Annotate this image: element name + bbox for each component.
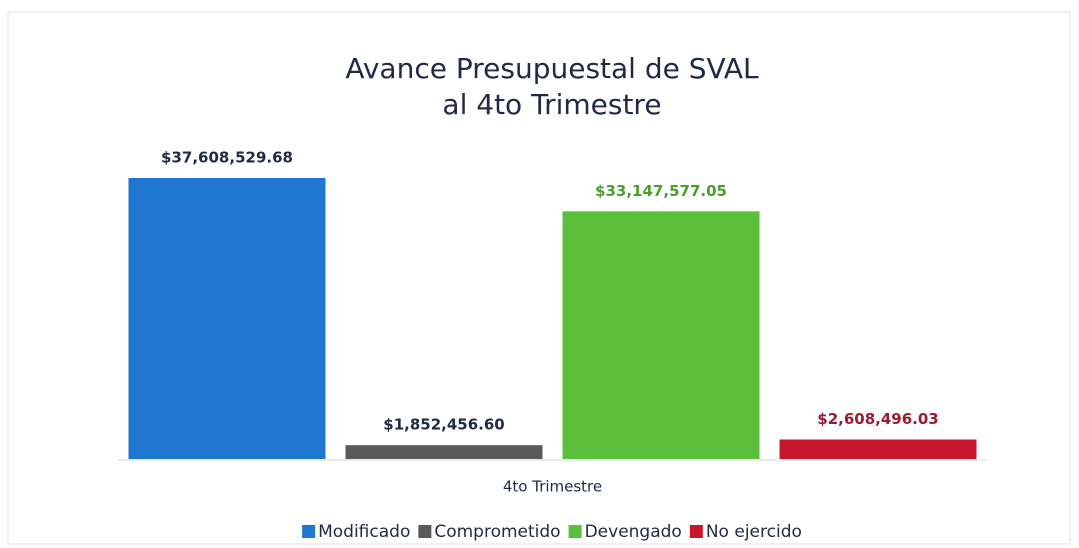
legend-label: Modificado bbox=[318, 522, 410, 542]
legend-swatch bbox=[689, 525, 703, 538]
bar bbox=[128, 178, 326, 459]
legend-label: Comprometido bbox=[434, 522, 560, 542]
legend-swatch bbox=[302, 525, 316, 538]
legend-swatch bbox=[418, 525, 432, 538]
bar bbox=[345, 445, 543, 459]
data-label: $2,608,496.03 bbox=[817, 410, 938, 428]
bar bbox=[562, 211, 760, 459]
data-label: $37,608,529.68 bbox=[161, 149, 293, 167]
legend-label: No ejercido bbox=[706, 522, 802, 542]
bar bbox=[779, 439, 977, 459]
data-label: $1,852,456.60 bbox=[383, 416, 504, 434]
chart-title: Avance Presupuestal de SVAL bbox=[345, 52, 759, 85]
x-tick-label: 4to Trimestre bbox=[503, 478, 602, 496]
legend-swatch bbox=[568, 525, 582, 538]
data-label: $33,147,577.05 bbox=[595, 182, 727, 200]
legend-label: Devengado bbox=[585, 522, 682, 542]
chart-title: al 4to Trimestre bbox=[442, 88, 661, 121]
